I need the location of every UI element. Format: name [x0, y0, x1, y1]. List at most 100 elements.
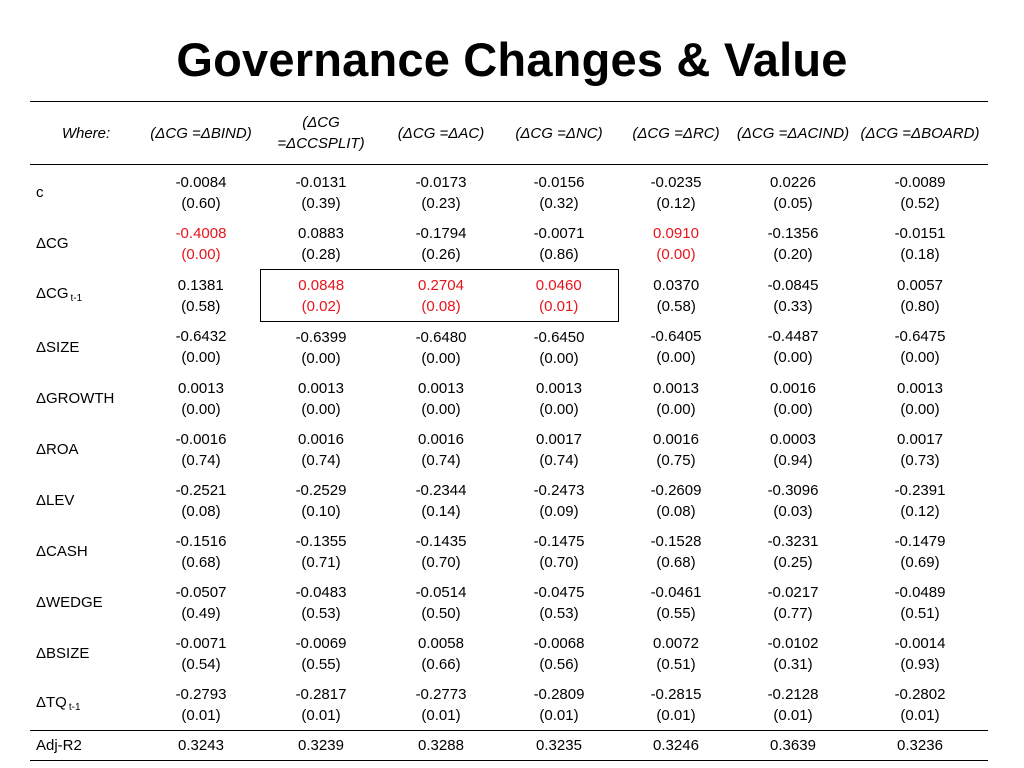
- coefficient-cell: -0.6432 (0.00): [142, 322, 260, 374]
- table-row: ΔCASH -0.1516 (0.68) -0.1355 (0.71) -0.1435 (0…: [30, 526, 988, 577]
- p-value: (0.26): [421, 245, 461, 263]
- coefficient-value: 0.0883: [298, 224, 344, 242]
- coefficient-value: -0.0217: [767, 583, 819, 601]
- footer-row-adj-r2: Adj-R2 0.3243 0.3239 0.3288 0.3235 0.324…: [30, 730, 988, 761]
- coefficient-value: -0.1475: [533, 532, 585, 550]
- coefficient-cell: -0.2128 (0.01): [734, 679, 852, 731]
- coefficient-cell: -0.0217 (0.77): [734, 577, 852, 628]
- p-value: (0.12): [900, 502, 940, 520]
- column-header-line: (ΔCG =: [736, 124, 788, 142]
- p-value: (0.68): [656, 553, 696, 571]
- p-value: (0.09): [539, 502, 579, 520]
- row-label-text: ΔROA: [36, 441, 79, 458]
- row-label: c: [30, 165, 142, 219]
- coefficient-value: -0.1435: [415, 532, 467, 550]
- p-value: (0.01): [656, 706, 696, 724]
- adj-r2-value: 0.3236: [852, 730, 988, 761]
- table-row: ΔLEV -0.2521 (0.08) -0.2529 (0.10) -0.2344 (0.…: [30, 475, 988, 526]
- table-row: ΔWEDGE -0.0507 (0.49) -0.0483 (0.53) -0.0514 (…: [30, 577, 988, 628]
- row-label: Adj-R2: [30, 730, 142, 761]
- coefficient-value: 0.0013: [536, 379, 582, 397]
- coefficient-value: 0.2704: [418, 276, 464, 294]
- page-title: Governance Changes & Value: [176, 33, 848, 86]
- row-label: ΔCASH: [30, 526, 142, 577]
- coefficient-value: -0.1355: [295, 532, 347, 550]
- p-value: (0.03): [773, 502, 813, 520]
- p-value: (0.00): [656, 349, 696, 367]
- table-row: ΔGROWTH 0.0013 (0.00) 0.0013 (0.00) 0.0013 (0.…: [30, 373, 988, 424]
- coefficient-cell: 0.1381 (0.58): [142, 270, 260, 322]
- row-label-subscript: t-1: [68, 701, 81, 713]
- p-value: (0.55): [656, 604, 696, 622]
- coefficient-value: 0.0003: [770, 430, 816, 448]
- coefficient-cell: -0.0514 (0.50): [382, 577, 500, 628]
- coefficient-value: -0.1528: [650, 532, 702, 550]
- coefficient-cell: -0.1356 (0.20): [734, 218, 852, 270]
- coefficient-value: -0.1516: [175, 532, 227, 550]
- p-value: (0.01): [539, 706, 579, 724]
- p-value: (0.00): [656, 245, 696, 263]
- coefficient-cell: 0.0058 (0.66): [382, 628, 500, 679]
- coefficient-cell: -0.0489 (0.51): [852, 577, 988, 628]
- coefficient-cell: -0.0483 (0.53): [260, 577, 382, 628]
- p-value: (0.74): [539, 451, 579, 469]
- row-label: ΔCG: [30, 218, 142, 270]
- coefficient-value: 0.0016: [298, 430, 344, 448]
- coefficient-cell: -0.2391 (0.12): [852, 475, 988, 526]
- p-value: (0.50): [421, 604, 461, 622]
- p-value: (0.00): [181, 349, 221, 367]
- coefficient-value: 0.0016: [770, 379, 816, 397]
- column-header-line: (ΔCG =: [150, 124, 201, 142]
- coefficient-cell: -0.1516 (0.68): [142, 526, 260, 577]
- p-value: (0.20): [773, 245, 813, 263]
- coefficient-value: -0.0102: [767, 634, 819, 652]
- row-label-text: ΔLEV: [36, 492, 75, 509]
- coefficient-cell: -0.1528 (0.68): [618, 526, 734, 577]
- coefficient-value: -0.0071: [175, 634, 227, 652]
- coefficient-cell: -0.0845 (0.33): [734, 270, 852, 322]
- coefficient-value: -0.2529: [295, 481, 347, 499]
- row-label: ΔTQ t-1: [30, 679, 142, 731]
- coefficient-cell: 0.0226 (0.05): [734, 165, 852, 219]
- table-row: ΔROA -0.0016 (0.74) 0.0016 (0.74) 0.0016 (0.74…: [30, 424, 988, 475]
- row-label: ΔWEDGE: [30, 577, 142, 628]
- coefficient-cell: -0.0069 (0.55): [260, 628, 382, 679]
- coefficient-value: 0.0072: [653, 634, 699, 652]
- p-value: (0.71): [301, 553, 341, 571]
- column-header-line: ΔBOARD): [911, 124, 980, 142]
- coefficient-value: 0.0226: [770, 173, 816, 191]
- p-value: (0.01): [181, 706, 221, 724]
- coefficient-cell: 0.0017 (0.73): [852, 424, 988, 475]
- p-value: (0.73): [900, 451, 940, 469]
- p-value: (0.28): [301, 245, 341, 263]
- coefficient-value: 0.0016: [418, 430, 464, 448]
- coefficient-cell: -0.1475 (0.70): [500, 526, 618, 577]
- corner-label: Where:: [30, 101, 142, 165]
- coefficient-value: -0.2815: [650, 685, 702, 703]
- p-value: (0.52): [900, 194, 940, 212]
- coefficient-value: -0.0089: [894, 173, 946, 191]
- coefficient-cell: -0.4487 (0.00): [734, 322, 852, 374]
- column-header: (ΔCG =ΔRC): [618, 101, 734, 165]
- p-value: (0.86): [539, 245, 579, 263]
- coefficient-value: -0.2793: [175, 685, 227, 703]
- adj-r2-value: 0.3639: [734, 730, 852, 761]
- p-value: (0.55): [301, 655, 341, 673]
- coefficient-value: -0.1794: [415, 224, 467, 242]
- coefficient-cell: -0.0507 (0.49): [142, 577, 260, 628]
- coefficient-value: -0.0016: [175, 430, 227, 448]
- column-header-line: (ΔCG =: [397, 124, 449, 142]
- p-value: (0.58): [656, 297, 696, 315]
- p-value: (0.18): [900, 245, 940, 263]
- p-value: (0.32): [539, 194, 579, 212]
- adj-r2-value: 0.3246: [618, 730, 734, 761]
- coefficient-cell: -0.0068 (0.56): [500, 628, 618, 679]
- p-value: (0.00): [421, 400, 461, 418]
- coefficient-value: -0.6480: [415, 328, 467, 346]
- coefficient-value: 0.0016: [653, 430, 699, 448]
- coefficient-cell: -0.0475 (0.53): [500, 577, 618, 628]
- coefficient-value: -0.4008: [175, 224, 227, 242]
- coefficient-value: -0.2521: [175, 481, 227, 499]
- row-label-text: ΔBSIZE: [36, 645, 90, 662]
- coefficient-value: -0.0507: [175, 583, 227, 601]
